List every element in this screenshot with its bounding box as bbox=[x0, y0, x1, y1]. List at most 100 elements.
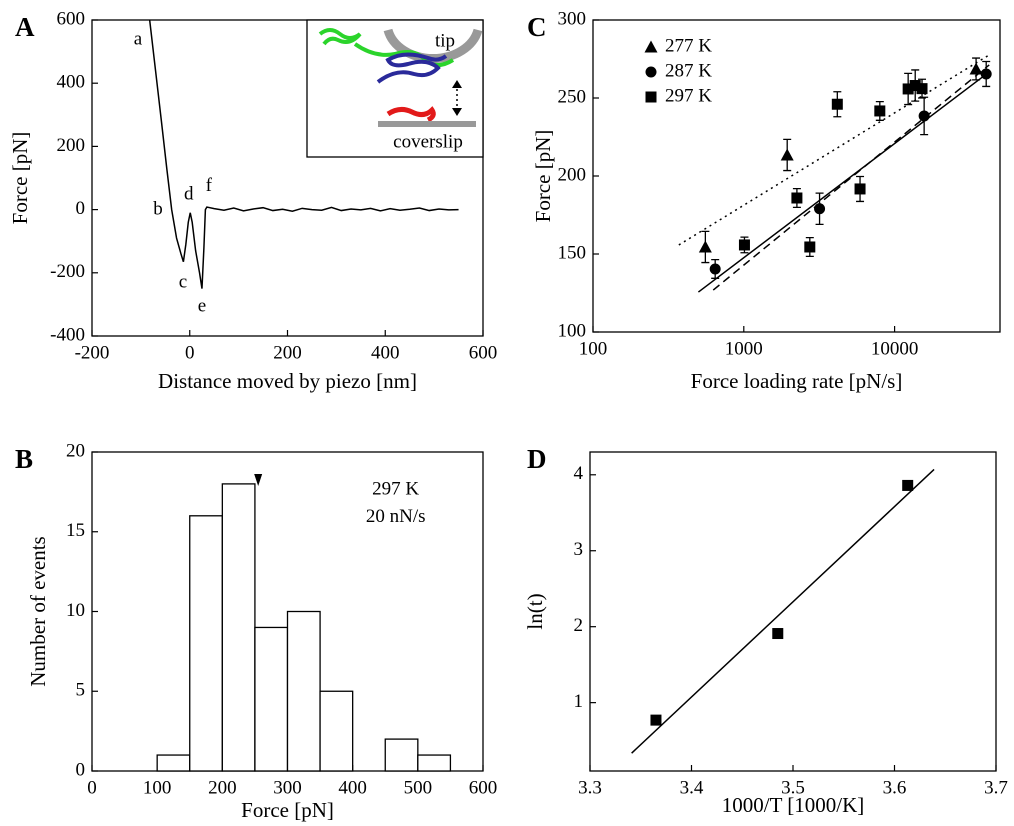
y-tick-label: 0 bbox=[76, 759, 86, 780]
inset: tip coverslip bbox=[306, 19, 484, 158]
bar bbox=[384, 738, 419, 772]
y-tick-label: 400 bbox=[57, 72, 86, 93]
panel-label: C bbox=[527, 12, 547, 42]
x-axis-label: Force [pN] bbox=[241, 798, 334, 822]
mean-marker bbox=[254, 474, 263, 486]
y-tick-label: -200 bbox=[50, 261, 85, 282]
marker bbox=[854, 183, 866, 195]
marker bbox=[902, 83, 914, 95]
marker bbox=[791, 192, 803, 204]
annotation: b bbox=[153, 198, 163, 219]
marker bbox=[916, 83, 928, 95]
marker bbox=[709, 263, 721, 275]
annotation: e bbox=[198, 295, 206, 316]
marker bbox=[814, 203, 826, 215]
panel-label: A bbox=[15, 12, 35, 42]
x-axis-label: Distance moved by piezo [nm] bbox=[158, 369, 417, 393]
x-tick-label: 300 bbox=[273, 777, 302, 798]
x-tick-label: -200 bbox=[75, 342, 110, 363]
y-tick-label: 100 bbox=[558, 320, 587, 341]
x-tick-label: 400 bbox=[338, 777, 367, 798]
y-axis-label: Number of events bbox=[26, 536, 50, 686]
x-tick-label: 600 bbox=[469, 342, 498, 363]
bar bbox=[417, 754, 452, 772]
y-tick-label: 250 bbox=[558, 86, 587, 107]
y-tick-label: 600 bbox=[57, 8, 86, 29]
marker bbox=[831, 98, 843, 110]
y-tick-label: 10 bbox=[66, 600, 85, 621]
x-tick-label: 100 bbox=[579, 338, 608, 359]
marker bbox=[772, 628, 784, 640]
inset-label: coverslip bbox=[393, 131, 463, 152]
protein-green bbox=[318, 28, 455, 67]
bar bbox=[319, 690, 354, 772]
annotation: a bbox=[134, 28, 143, 49]
marker bbox=[738, 239, 750, 251]
y-tick-label: 200 bbox=[558, 164, 587, 185]
y-tick-label: 150 bbox=[558, 242, 587, 263]
y-tick-label: -400 bbox=[50, 324, 85, 345]
marker bbox=[874, 105, 886, 117]
x-axis-label: Force loading rate [pN/s] bbox=[691, 369, 903, 393]
marker bbox=[804, 241, 816, 253]
legend-label: 287 K bbox=[665, 60, 712, 81]
marker bbox=[780, 148, 794, 161]
legend-marker bbox=[645, 91, 657, 103]
y-tick-label: 300 bbox=[558, 8, 587, 29]
annotation: 297 K bbox=[372, 479, 419, 500]
bar bbox=[254, 626, 289, 772]
legend-label: 277 K bbox=[665, 35, 712, 56]
y-tick-label: 200 bbox=[57, 135, 86, 156]
marker bbox=[918, 110, 930, 122]
annotation: d bbox=[184, 183, 194, 204]
y-axis-label: Force [pN] bbox=[8, 132, 32, 225]
x-tick-label: 3.3 bbox=[578, 777, 602, 798]
legend-marker bbox=[645, 66, 657, 78]
y-axis-label: Force [pN] bbox=[531, 130, 555, 223]
y-tick-label: 5 bbox=[76, 680, 86, 701]
line bbox=[631, 468, 935, 754]
bar bbox=[156, 754, 191, 772]
x-tick-label: 600 bbox=[469, 777, 498, 798]
marker bbox=[650, 714, 662, 726]
plot-frame bbox=[592, 19, 1001, 333]
y-tick-label: 1 bbox=[574, 691, 584, 712]
x-tick-label: 100 bbox=[143, 777, 172, 798]
line bbox=[712, 64, 990, 291]
x-tick-label: 3.4 bbox=[680, 777, 704, 798]
panel-label: D bbox=[527, 444, 547, 474]
y-tick-label: 0 bbox=[76, 198, 86, 219]
x-tick-label: 3.6 bbox=[883, 777, 907, 798]
y-tick-label: 20 bbox=[66, 440, 85, 461]
x-axis-label: 1000/T [1000/K] bbox=[722, 793, 865, 817]
coverslip-shape bbox=[378, 121, 476, 127]
x-tick-label: 1000 bbox=[725, 338, 763, 359]
marker bbox=[969, 62, 983, 75]
y-tick-label: 3 bbox=[574, 539, 584, 560]
arrow-heads bbox=[452, 80, 462, 116]
annotation: c bbox=[179, 271, 187, 292]
legend-label: 297 K bbox=[665, 85, 712, 106]
panel-label: B bbox=[15, 444, 33, 474]
y-axis-label: ln(t) bbox=[523, 593, 547, 629]
bar bbox=[286, 610, 321, 772]
x-tick-label: 200 bbox=[273, 342, 302, 363]
line bbox=[697, 71, 990, 293]
y-tick-label: 15 bbox=[66, 520, 85, 541]
y-tick-label: 4 bbox=[574, 463, 584, 484]
legend-marker bbox=[644, 40, 658, 53]
line bbox=[148, 19, 459, 289]
annotation: 20 nN/s bbox=[366, 506, 426, 527]
x-tick-label: 200 bbox=[208, 777, 237, 798]
x-tick-label: 0 bbox=[185, 342, 195, 363]
x-tick-label: 0 bbox=[87, 777, 97, 798]
annotation: f bbox=[206, 175, 213, 196]
protein-blue bbox=[376, 52, 448, 84]
x-tick-label: 400 bbox=[371, 342, 400, 363]
y-tick-label: 2 bbox=[574, 615, 584, 636]
x-tick-label: 3.5 bbox=[781, 777, 805, 798]
bar bbox=[189, 515, 223, 772]
x-tick-label: 10000 bbox=[871, 338, 919, 359]
